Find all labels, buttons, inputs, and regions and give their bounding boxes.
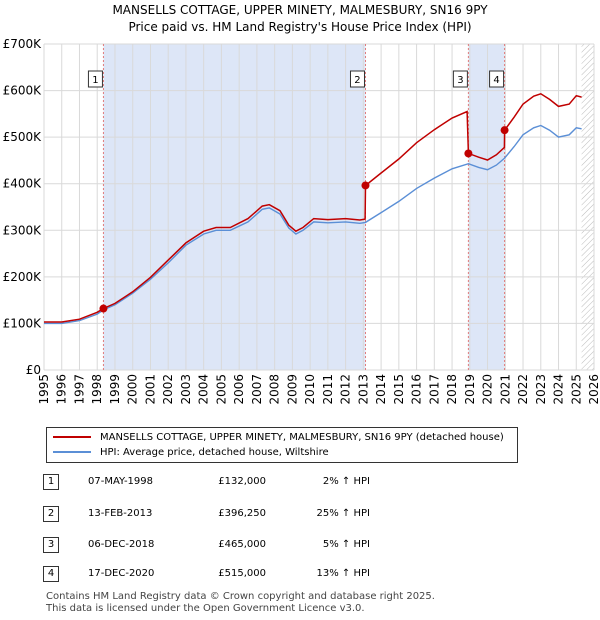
transaction-point [464,149,473,158]
x-tick-label: 2012 [339,374,353,405]
x-tick-label: 2004 [197,374,211,405]
legend-label-property: MANSELLS COTTAGE, UPPER MINETY, MALMESBU… [100,432,504,443]
x-tick-label: 2005 [214,374,228,405]
transaction-marker: 3 [452,70,468,88]
transaction-point [99,304,108,313]
x-axis: 1995 1996 1997 1998 1999 2000 2001 2002 2003 2004… [37,374,600,405]
transaction-points [99,126,509,313]
y-tick-label: £700K [3,37,43,51]
hpi-line [44,124,582,325]
x-tick-label: 2010 [303,374,317,405]
legend-swatch-blue [53,451,91,453]
transaction-number: 1 [43,474,59,490]
legend-item-property: MANSELLS COTTAGE, UPPER MINETY, MALMESBU… [53,430,504,446]
transaction-number: 4 [43,566,59,582]
x-tick-label: 2016 [410,374,424,405]
transaction-marker-label: 1 [92,75,98,86]
x-tick-label: 2026 [587,374,600,405]
footer: Contains HM Land Registry data © Crown c… [46,591,435,615]
footer-copyright: Contains HM Land Registry data © Crown c… [46,591,435,602]
y-tick-label: £500K [3,130,43,144]
transaction-price: £465,000 [218,539,266,550]
x-tick-label: 2023 [534,374,548,405]
x-tick-label: 2020 [481,374,495,405]
x-tick-label: 1999 [108,374,122,405]
transaction-price: £515,000 [218,568,266,579]
chart-title: MANSELLS COTTAGE, UPPER MINETY, MALMESBU… [0,2,600,36]
x-tick-label: 2025 [569,374,583,405]
transaction-number: 3 [43,537,59,553]
transaction-marker-box [489,70,505,88]
x-tick-label: 2014 [374,374,388,405]
grid-lines [43,43,595,371]
series-lines [44,92,582,325]
transaction-marker-label: 2 [354,75,360,86]
x-tick-label: 2003 [179,374,193,405]
legend-label-hpi: HPI: Average price, detached house, Wilt… [100,447,329,458]
transaction-date: 17-DEC-2020 [88,568,155,579]
shaded-range [103,44,366,370]
y-tick-label: £100K [3,316,43,330]
x-tick-label: 2013 [356,374,370,405]
x-tick-label: 2008 [268,374,282,405]
x-tick-label: 2019 [463,374,477,405]
y-tick-label: £400K [3,177,43,191]
future-hatch [581,44,594,370]
price-chart: 1 2 3 4 £0 £100K £200K £300K £400K £500K £600K £70… [3,37,600,405]
x-tick-label: 1998 [90,374,104,405]
legend-item-hpi: HPI: Average price, detached house, Wilt… [53,445,329,461]
transaction-marker: 1 [87,70,103,88]
transaction-marker-label: 4 [493,75,499,86]
transaction-point [361,181,370,190]
transaction-markers: 1 2 3 4 [87,70,505,88]
x-tick-label: 1995 [37,374,51,405]
x-tick-label: 2002 [161,374,175,405]
x-tick-label: 2021 [498,374,512,405]
x-tick-label: 2011 [321,374,335,405]
transaction-hpi-diff: 13% ↑ HPI [316,568,370,579]
x-tick-label: 2017 [427,374,441,405]
legend-swatch-red [53,436,91,438]
x-tick-label: 2022 [516,374,530,405]
x-tick-label: 2009 [285,374,299,405]
chart-title-line-2: Price paid vs. HM Land Registry's House … [128,20,472,34]
transaction-marker: 4 [489,70,505,88]
y-axis: £0 £100K £200K £300K £400K £500K £600K £700K [3,37,43,377]
x-tick-label: 2015 [392,374,406,405]
x-tick-label: 2000 [126,374,140,405]
y-tick-label: £200K [3,270,43,284]
transaction-marker: 2 [349,70,365,88]
y-tick-label: £600K [3,84,43,98]
y-tick-label: £300K [3,223,43,237]
transaction-point [500,126,509,135]
x-tick-label: 2001 [143,374,157,405]
x-tick-label: 1996 [55,374,69,405]
transaction-marker-box [87,70,103,88]
transaction-date: 06-DEC-2018 [88,539,155,550]
footer-licence: This data is licensed under the Open Gov… [46,603,365,614]
transaction-price: £396,250 [218,508,266,519]
transaction-price: £132,000 [218,476,266,487]
x-tick-label: 2018 [445,374,459,405]
x-tick-label: 2024 [552,374,566,405]
x-tick-label: 2007 [250,374,264,405]
transaction-number: 2 [43,506,59,522]
transaction-date: 13-FEB-2013 [88,508,153,519]
x-tick-label: 2006 [232,374,246,405]
property-line [44,92,582,323]
transaction-marker-label: 3 [457,75,463,86]
transaction-hpi-diff: 2% ↑ HPI [322,476,370,487]
transaction-date: 07-MAY-1998 [88,476,154,487]
transaction-marker-box [452,70,468,88]
chart-title-line-1: MANSELLS COTTAGE, UPPER MINETY, MALMESBU… [112,3,488,17]
transaction-hpi-diff: 5% ↑ HPI [322,539,370,550]
transaction-marker-box [349,70,365,88]
shaded-ranges [103,44,594,370]
y-tick-label: £0 [26,363,41,377]
x-tick-label: 1997 [72,374,86,405]
shaded-range [468,44,505,370]
transaction-hpi-diff: 25% ↑ HPI [316,508,370,519]
legend: MANSELLS COTTAGE, UPPER MINETY, MALMESBU… [46,427,518,463]
